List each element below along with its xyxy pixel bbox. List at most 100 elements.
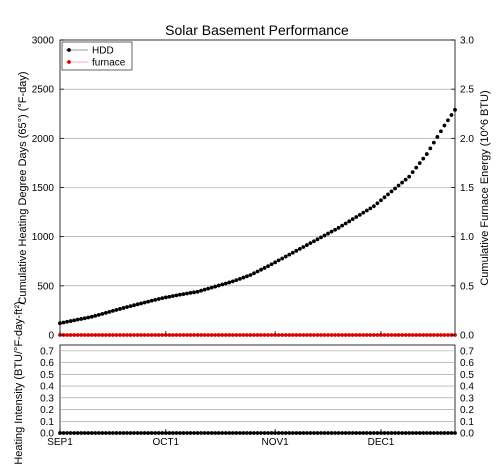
furnace-point [403, 333, 408, 337]
hdd-point [75, 317, 80, 322]
furnace-point [234, 333, 239, 337]
intensity-point [93, 431, 98, 435]
furnace-point [280, 333, 285, 337]
hdd-point [167, 294, 172, 299]
intensity-point [111, 431, 115, 435]
intensity-point [82, 431, 87, 435]
furnace-point [118, 333, 122, 337]
hdd-point [192, 290, 196, 295]
furnace-point [149, 333, 154, 337]
lower-right-y-tick-label: 0.1 [460, 417, 474, 428]
intensity-point [333, 431, 337, 435]
hdd-point [449, 113, 454, 117]
furnace-point [202, 333, 207, 337]
furnace-point [315, 333, 320, 337]
intensity-point [364, 431, 369, 435]
left-y-tick-label: 2500 [32, 85, 55, 96]
hdd-point [248, 273, 253, 277]
intensity-point [393, 431, 397, 435]
intensity-point [319, 431, 323, 435]
intensity-point [407, 431, 412, 435]
furnace-point [347, 333, 352, 337]
lower-y-axis-label: Heating Intensity (BTU/°F-day-ft²) [13, 301, 25, 464]
hdd-point [350, 217, 355, 222]
lower-left-y-tick-label: 0.7 [40, 346, 54, 357]
intensity-point [400, 431, 404, 435]
intensity-point [410, 431, 415, 435]
intensity-point [266, 431, 270, 435]
hdd-point [403, 177, 408, 182]
hdd-point [368, 206, 373, 211]
furnace-point [266, 333, 270, 337]
hdd-point [237, 276, 242, 281]
right-y-tick-label: 1.5 [460, 183, 474, 194]
intensity-point [68, 431, 73, 435]
left-y-tick-label: 0 [48, 331, 54, 342]
furnace-point [156, 333, 161, 337]
hdd-point [68, 319, 73, 323]
lower-left-y-tick-label: 0.1 [40, 417, 54, 428]
furnace-point [135, 333, 140, 337]
hdd-point [273, 260, 278, 265]
furnace-point [89, 333, 94, 337]
intensity-point [61, 431, 66, 435]
hdd-point [379, 198, 383, 203]
furnace-point [107, 333, 112, 337]
intensity-point [326, 431, 330, 435]
intensity-point [142, 431, 147, 435]
hdd-point [118, 307, 122, 311]
left-y-axis-label: Cumulative Heating Degree Days (65°) (°F… [17, 71, 29, 304]
furnace-point [188, 333, 193, 337]
furnace-point [297, 333, 302, 337]
hdd-point [142, 300, 147, 305]
right-y-tick-label: 0.5 [460, 281, 474, 292]
furnace-point [308, 333, 313, 337]
intensity-point [340, 431, 345, 435]
intensity-point [216, 431, 221, 435]
intensity-point [435, 431, 440, 435]
hdd-point [336, 225, 341, 230]
right-y-tick-label: 3.0 [460, 36, 474, 47]
hdd-point [262, 266, 267, 270]
intensity-point [103, 431, 108, 435]
intensity-point [96, 431, 101, 435]
furnace-point [199, 333, 203, 337]
intensity-point [202, 431, 207, 435]
hdd-point [181, 292, 186, 296]
furnace-point [438, 333, 443, 337]
hdd-point [206, 286, 211, 291]
hdd-point [347, 219, 352, 224]
intensity-point [206, 431, 211, 435]
hdd-point [135, 302, 140, 307]
hdd-point [132, 303, 136, 308]
hdd-point [82, 316, 87, 321]
hdd-point [188, 291, 193, 295]
intensity-point [269, 431, 274, 435]
furnace-point [262, 333, 267, 337]
hdd-point [114, 308, 119, 312]
intensity-point [368, 431, 373, 435]
furnace-point [435, 333, 440, 337]
hdd-point [223, 281, 228, 286]
intensity-point [421, 431, 426, 435]
furnace-point [350, 333, 355, 337]
intensity-point [170, 431, 175, 435]
intensity-point [343, 431, 348, 435]
hdd-point [357, 212, 362, 217]
intensity-point [252, 431, 256, 435]
intensity-point [146, 431, 151, 435]
intensity-point [86, 431, 91, 435]
hdd-point [89, 314, 94, 319]
x-tick-label: NOV1 [262, 437, 290, 448]
lower-right-y-tick-label: 0.2 [460, 405, 474, 416]
intensity-point [442, 431, 447, 435]
hdd-point [107, 309, 112, 314]
intensity-point [223, 431, 228, 435]
hdd-point [431, 140, 436, 145]
hdd-point [255, 269, 260, 274]
right-y-tick-label: 2.5 [460, 85, 474, 96]
intensity-point [375, 431, 380, 435]
furnace-point [139, 333, 144, 337]
hdd-point [220, 282, 225, 287]
furnace-point [245, 333, 249, 337]
